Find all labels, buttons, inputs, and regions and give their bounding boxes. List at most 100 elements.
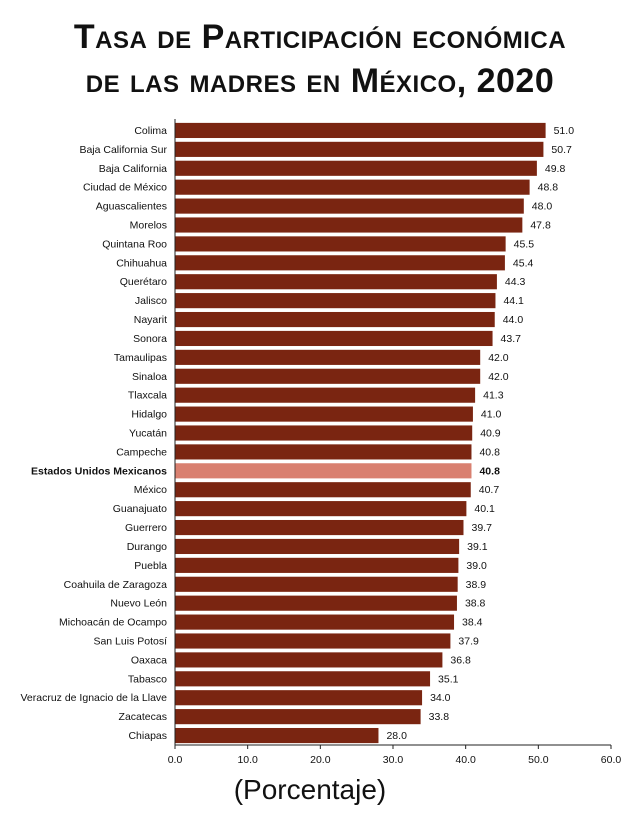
bar (175, 255, 505, 271)
bar (175, 690, 423, 706)
category-label: Hidalgo (131, 409, 167, 421)
x-tick-label: 30.0 (383, 754, 404, 766)
category-label: Ciudad de México (83, 182, 167, 194)
category-label: Campeche (116, 446, 167, 458)
data-label: 33.8 (429, 711, 450, 723)
bar (175, 709, 421, 725)
data-label: 40.9 (480, 428, 501, 440)
data-label: 37.9 (458, 636, 479, 648)
category-label: Yucatán (129, 428, 167, 440)
data-label: 43.7 (501, 333, 522, 345)
data-label: 47.8 (530, 220, 551, 232)
data-label: 45.4 (513, 257, 534, 269)
category-label: Coahuila de Zaragoza (64, 579, 167, 591)
category-label: Colima (134, 125, 167, 137)
bar (175, 444, 472, 460)
category-label: Veracruz de Ignacio de la Llave (20, 692, 167, 704)
category-label: México (134, 484, 167, 496)
bar (175, 727, 379, 744)
category-label: Tabasco (128, 673, 167, 685)
category-label: San Luis Potosí (93, 636, 167, 648)
data-label: 38.9 (466, 579, 487, 591)
category-label: Tlaxcala (128, 390, 167, 402)
bar (175, 236, 506, 252)
bar (175, 368, 481, 384)
bar (175, 425, 473, 441)
data-label: 36.8 (450, 654, 471, 666)
data-label: 28.0 (386, 730, 407, 742)
data-label: 34.0 (430, 692, 451, 704)
x-tick-label: 10.0 (237, 754, 258, 766)
data-label: 50.7 (551, 144, 572, 156)
category-label: Baja California Sur (79, 144, 167, 156)
bar (175, 614, 455, 630)
category-label: Chihuahua (116, 257, 167, 269)
chart-title-line-1: Tasa de Participación económica (73, 18, 567, 56)
category-label: Zacatecas (119, 711, 167, 723)
bar (175, 501, 467, 517)
category-label: Tamaulipas (114, 352, 167, 364)
data-label: 51.0 (554, 125, 575, 137)
data-label: 40.8 (479, 446, 500, 458)
bar (175, 538, 460, 555)
category-label: Morelos (130, 220, 167, 232)
data-label: 42.0 (488, 352, 509, 364)
data-label: 48.0 (532, 201, 553, 213)
category-label: Querétaro (120, 276, 167, 288)
bar (175, 595, 457, 611)
data-label: 49.8 (545, 163, 566, 175)
bar (175, 349, 481, 365)
category-label: Baja California (99, 163, 167, 175)
x-tick-label: 60.0 (601, 754, 622, 766)
chart-title-line-2: de las madres en México, 2020 (85, 62, 555, 100)
bar (175, 274, 497, 290)
bar (175, 482, 471, 498)
data-label: 38.8 (465, 598, 486, 610)
bar (175, 217, 523, 233)
bar (175, 141, 544, 157)
bar (175, 576, 458, 592)
bar (175, 293, 496, 309)
data-label: 45.5 (514, 238, 535, 250)
category-label: Aguascalientes (96, 201, 167, 213)
x-tick-label: 20.0 (310, 754, 331, 766)
category-label: Guanajuato (113, 503, 167, 515)
x-tick-label: 50.0 (528, 754, 549, 766)
category-label: Chiapas (128, 730, 167, 742)
category-label: Sinaloa (132, 371, 167, 383)
bar (175, 633, 451, 649)
bar (175, 387, 476, 403)
category-label: Nayarit (134, 314, 167, 326)
data-label: 44.1 (503, 295, 524, 307)
category-label: Sonora (133, 333, 167, 345)
x-tick-label: 40.0 (455, 754, 476, 766)
bar (175, 652, 443, 668)
data-label: 38.4 (462, 617, 483, 629)
bar (175, 406, 473, 422)
bar (175, 179, 530, 195)
category-label: Estados Unidos Mexicanos (31, 465, 167, 477)
bar (175, 330, 493, 347)
x-axis-label: (Porcentaje) (233, 774, 387, 805)
data-label: 39.1 (467, 541, 488, 553)
data-label: 39.7 (471, 522, 492, 534)
category-label: Oaxaca (131, 654, 167, 666)
data-label: 42.0 (488, 371, 509, 383)
bar (175, 122, 546, 139)
data-label: 44.3 (505, 276, 526, 288)
data-label: 35.1 (438, 673, 459, 685)
category-label: Michoacán de Ocampo (59, 617, 167, 629)
data-label: 39.0 (466, 560, 487, 572)
x-tick-label: 0.0 (168, 754, 183, 766)
data-label: 41.0 (481, 409, 502, 421)
category-label: Jalisco (135, 295, 167, 307)
bar (175, 557, 459, 573)
data-label: 40.7 (479, 484, 500, 496)
category-label: Puebla (134, 560, 167, 572)
bar (175, 671, 431, 687)
category-label: Durango (127, 541, 167, 553)
data-label: 40.8 (479, 465, 500, 477)
category-label: Guerrero (125, 522, 167, 534)
category-label: Nuevo León (110, 598, 167, 610)
